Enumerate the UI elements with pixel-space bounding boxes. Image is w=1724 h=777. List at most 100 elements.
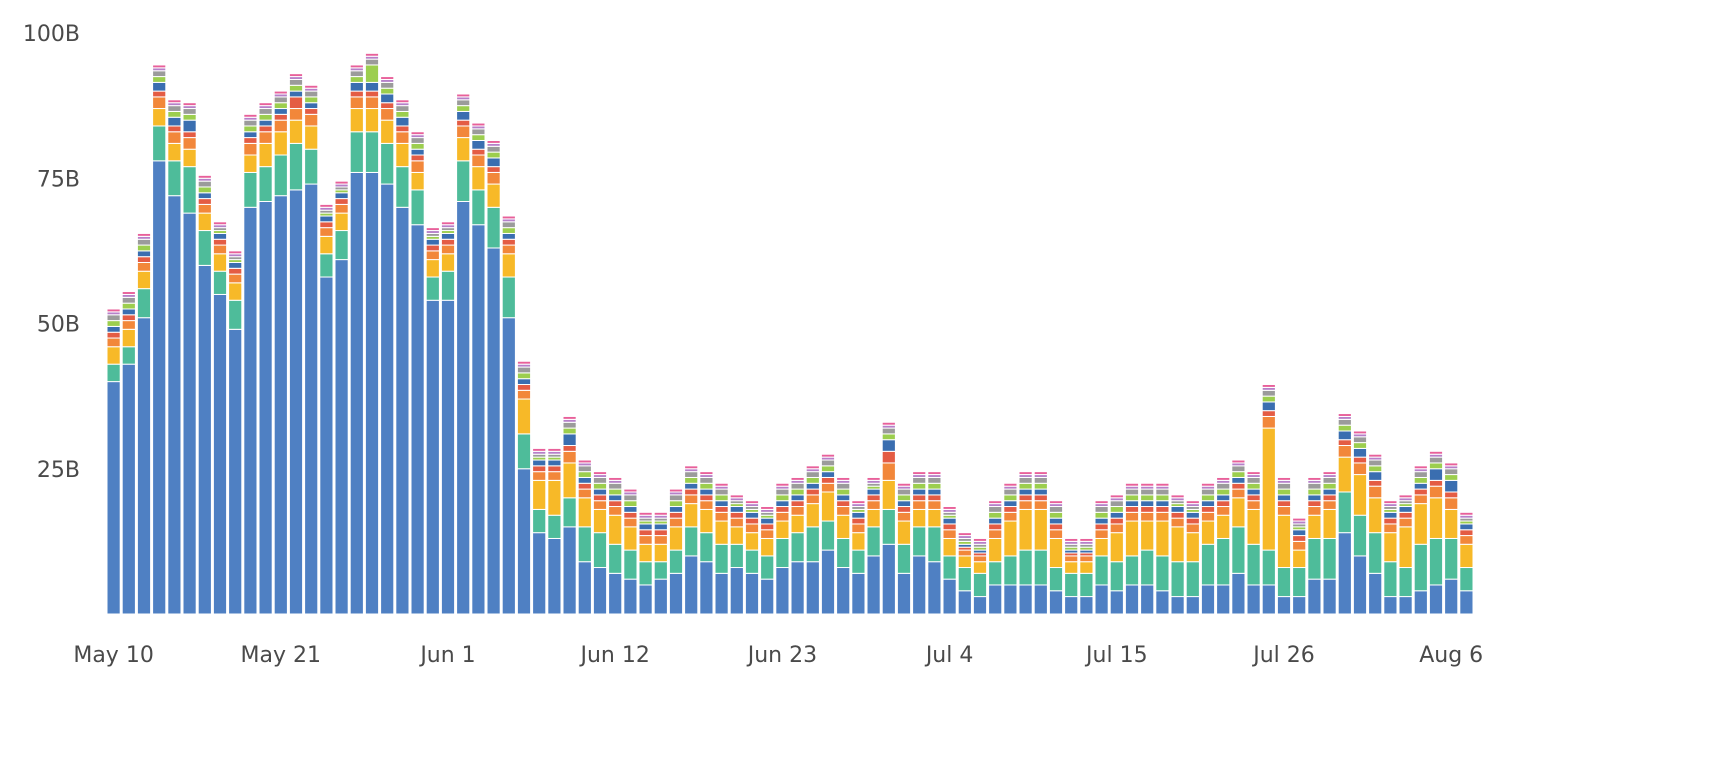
bar-segment: [1109, 561, 1124, 592]
bar-segment: [1018, 500, 1033, 510]
bar-segment: [1444, 537, 1459, 580]
bar-segment: [623, 511, 638, 519]
bar-segment: [592, 471, 608, 476]
bar-segment: [410, 189, 425, 226]
bar-segment: [1185, 523, 1200, 534]
bar-segment: [471, 122, 486, 127]
bar-stack: [410, 131, 425, 615]
bar-segment: [1170, 561, 1185, 598]
bar-segment: [380, 119, 395, 144]
bar-segment: [1428, 485, 1444, 499]
bar-segment: [1048, 506, 1064, 513]
bar-segment: [866, 508, 881, 528]
bar-segment: [1018, 482, 1033, 490]
bar-segment: [349, 108, 364, 133]
bar-stack: [136, 232, 152, 615]
x-axis: May 10 May 21 Jun 1 Jun 12 Jun 23 Jul 4 Jul 15…: [73, 643, 1483, 668]
bar-segment: [456, 99, 471, 107]
bar-stack: [486, 139, 501, 615]
bar-segment: [1444, 462, 1459, 467]
bar-segment: [1185, 517, 1200, 525]
bar-segment: [1094, 529, 1109, 539]
bar-segment: [1140, 549, 1155, 586]
bar-segment: [851, 549, 866, 574]
bar-segment: [334, 230, 349, 261]
bar-segment: [805, 526, 820, 563]
bar-segment: [304, 148, 319, 185]
bar-segment: [866, 526, 881, 557]
bar-segment: [972, 561, 988, 574]
bar-segment: [714, 506, 729, 513]
bar-segment: [136, 256, 152, 264]
bar-segment: [1307, 476, 1322, 481]
bar-segment: [1459, 535, 1474, 545]
bar-segment: [106, 320, 121, 327]
bar-segment: [1292, 517, 1307, 522]
bar-segment: [364, 52, 380, 57]
bar-stack: [1261, 384, 1276, 615]
bar-segment: [304, 125, 319, 150]
bar-segment: [912, 476, 927, 484]
bar-segment: [820, 520, 836, 551]
bar-segment: [896, 500, 912, 508]
bar-segment: [501, 232, 516, 240]
bar-segment: [1459, 567, 1474, 592]
bar-segment: [1368, 465, 1383, 473]
bar-segment: [410, 171, 425, 191]
bar-segment: [1459, 590, 1474, 615]
bar-stack: [1292, 517, 1307, 615]
bar-stack: [638, 511, 653, 615]
bar-segment: [699, 476, 714, 484]
bar-segment: [881, 427, 896, 435]
bar-segment: [820, 459, 836, 467]
bar-segment: [395, 99, 410, 104]
bar-segment: [304, 84, 319, 89]
bar-segment: [1200, 520, 1216, 545]
bar-segment: [896, 520, 912, 545]
bar-segment: [1003, 482, 1018, 487]
bar-segment: [881, 543, 896, 615]
bar-segment: [1276, 596, 1292, 615]
bar-segment: [638, 529, 653, 537]
bar-segment: [228, 282, 243, 301]
bar-segment: [304, 96, 319, 104]
bar-segment: [638, 543, 653, 563]
bar-segment: [228, 273, 243, 284]
bar-segment: [714, 511, 729, 522]
x-tick-label: May 10: [73, 643, 153, 668]
bar-stack: [1246, 471, 1261, 615]
bar-segment: [1398, 511, 1413, 519]
bar-segment: [258, 113, 273, 121]
bar-segment: [380, 108, 395, 121]
bar-segment: [501, 238, 516, 246]
bar-segment: [121, 363, 136, 615]
bar-segment: [1048, 517, 1064, 525]
bar-segment: [790, 500, 805, 508]
bar-segment: [684, 465, 699, 470]
bar-segment: [1124, 584, 1140, 615]
bar-segment: [1003, 506, 1018, 513]
bar-segment: [608, 476, 623, 481]
bar-segment: [957, 555, 972, 569]
bar-segment: [790, 482, 805, 490]
bar-segment: [349, 171, 364, 615]
bar-segment: [1368, 497, 1383, 534]
bar-segment: [1428, 537, 1444, 586]
bar-segment: [623, 526, 638, 551]
bar-segment: [714, 482, 729, 487]
bar-segment: [1003, 584, 1018, 615]
bar-segment: [1428, 462, 1444, 470]
bar-segment: [714, 488, 729, 496]
bar-stack: [972, 537, 988, 615]
bar-segment: [334, 259, 349, 615]
bar-segment: [1337, 413, 1352, 417]
bar-segment: [1033, 549, 1048, 586]
bar-segment: [1459, 523, 1474, 531]
bar-segment: [167, 131, 182, 144]
bar-segment: [699, 561, 714, 615]
bar-segment: [668, 549, 684, 574]
bar-segment: [1170, 596, 1185, 615]
bar-segment: [714, 500, 729, 508]
bar-segment: [136, 250, 152, 258]
bar-segment: [608, 482, 623, 490]
